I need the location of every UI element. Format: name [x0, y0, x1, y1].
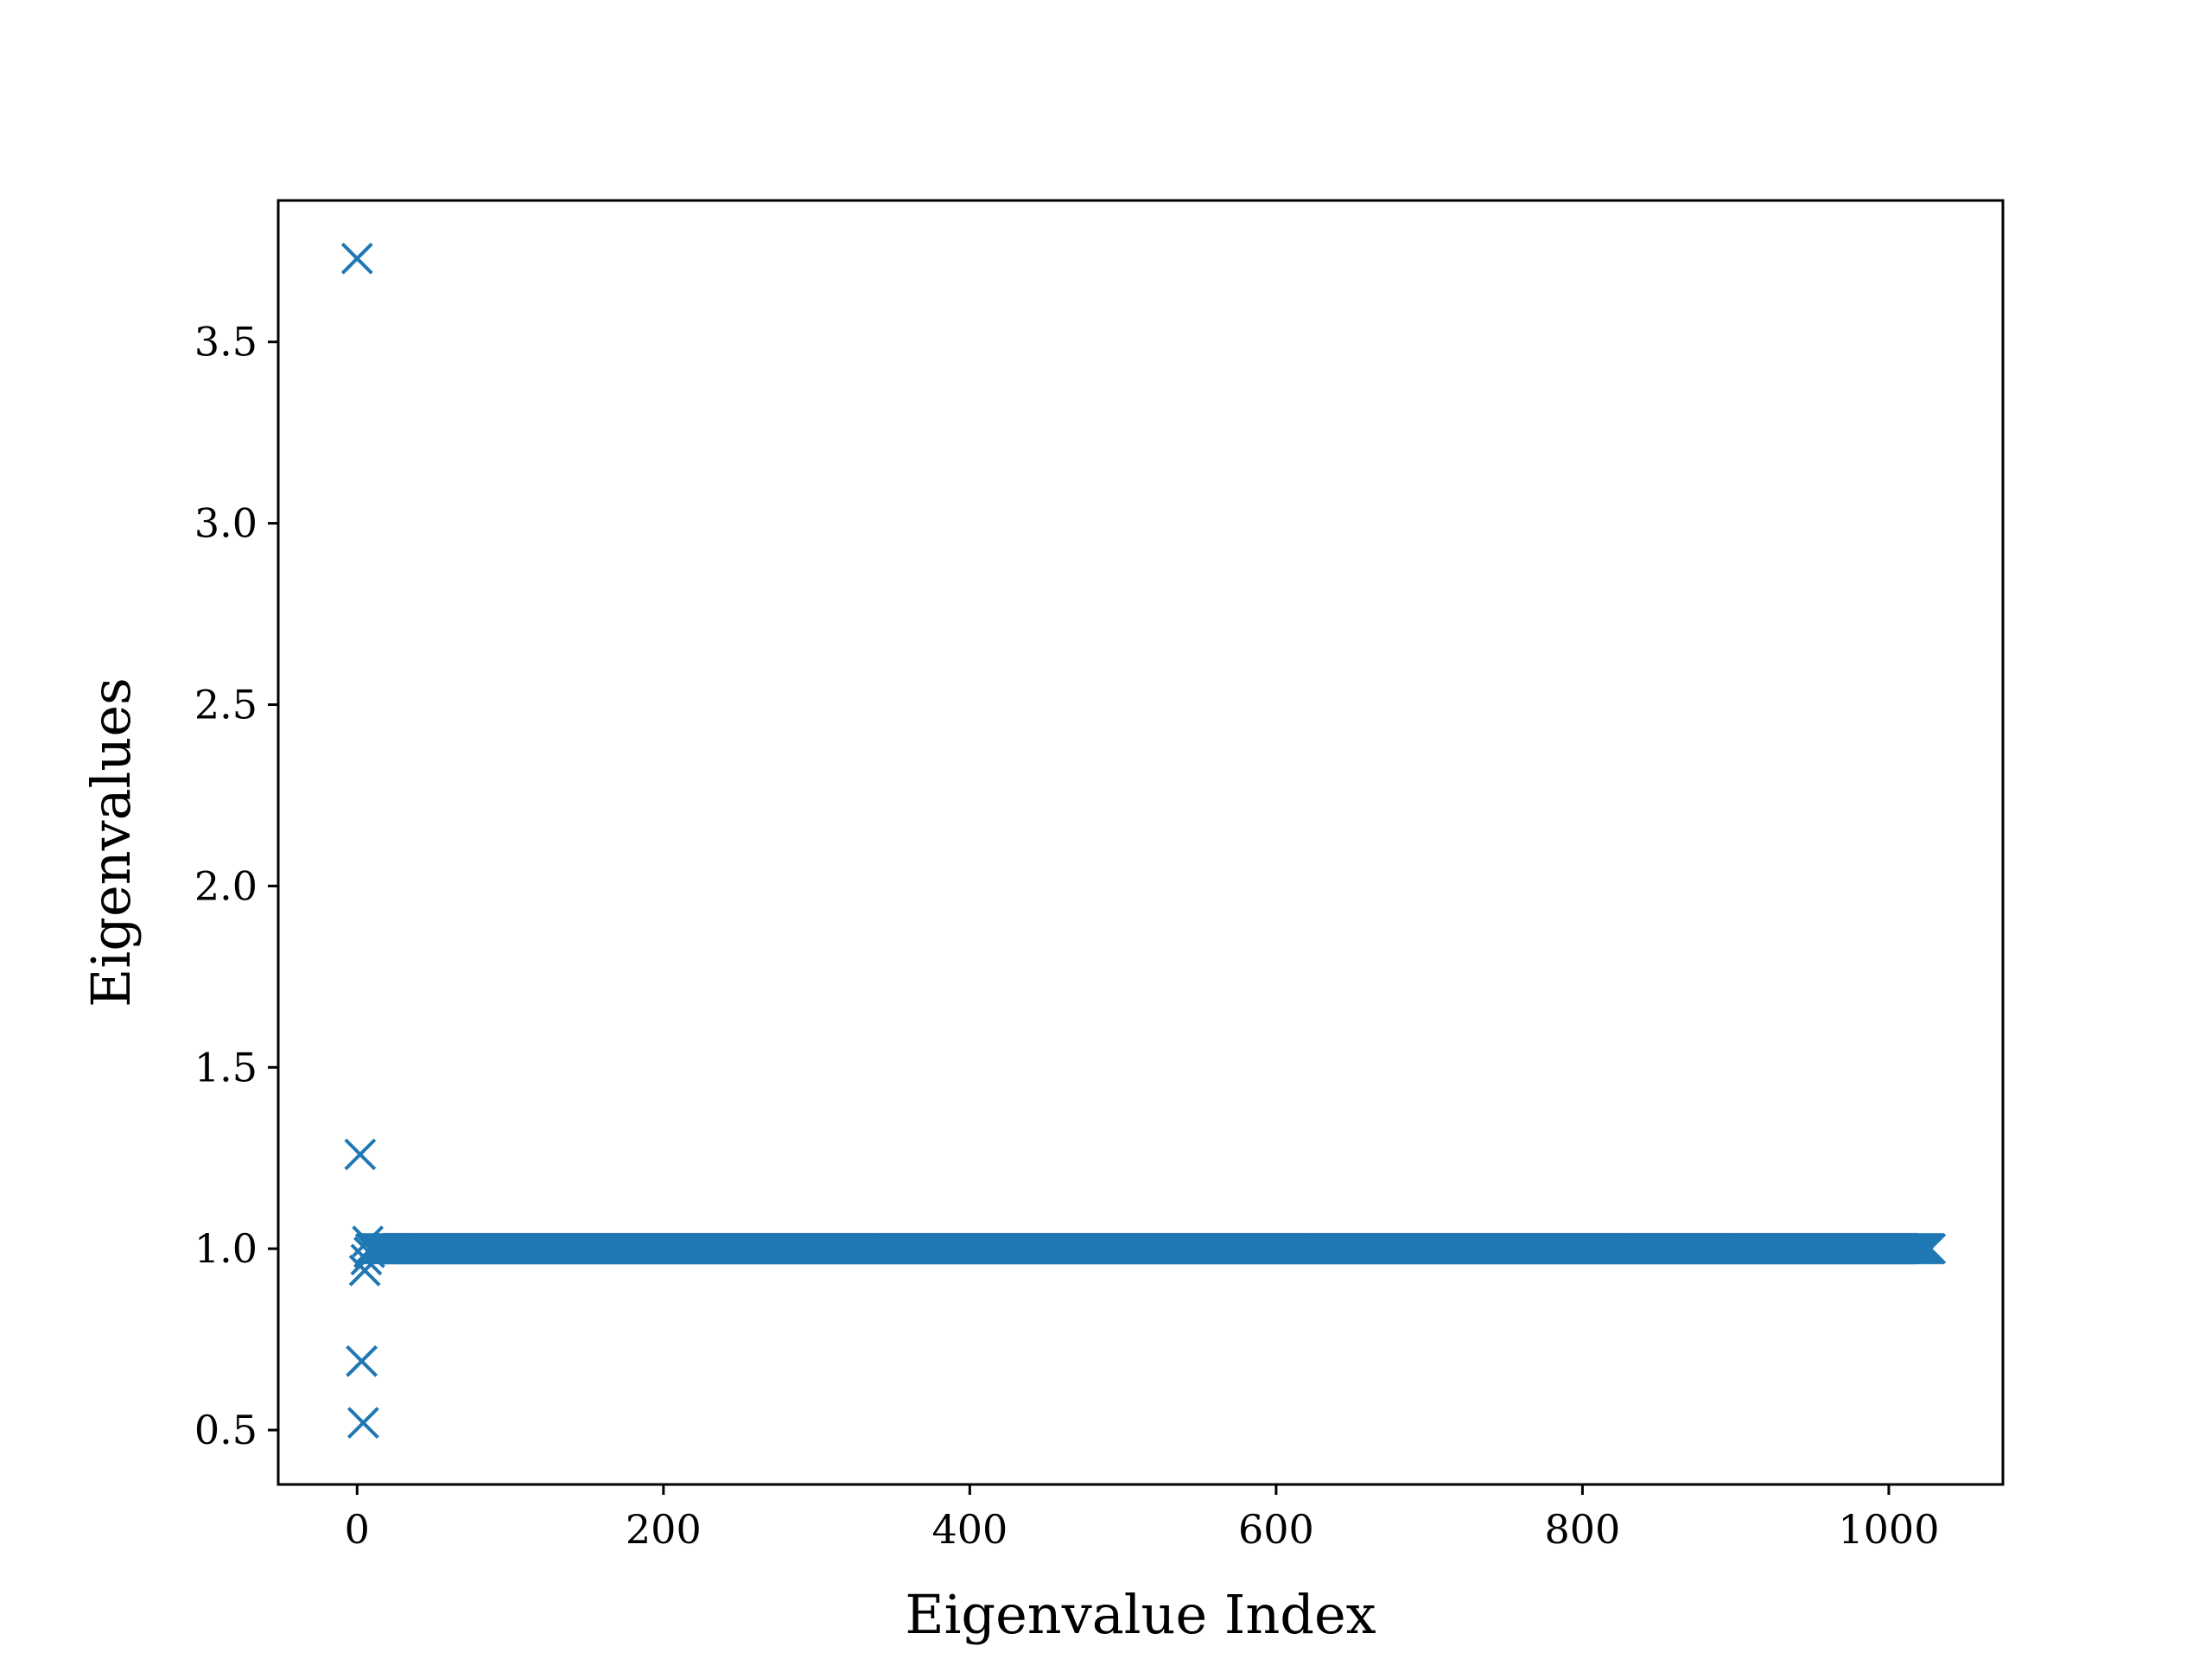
- data-point: [1914, 1232, 1947, 1265]
- data-point-outlier: [344, 1138, 377, 1171]
- x-tick-label: 400: [931, 1506, 1007, 1553]
- x-tick-label: 600: [1238, 1506, 1314, 1553]
- y-tick-label: 3.0: [194, 500, 257, 547]
- y-tick-label: 0.5: [194, 1407, 257, 1453]
- y-tick-label: 3.5: [194, 319, 257, 365]
- plot-frame: [276, 199, 2005, 1486]
- x-axis-label: Eigenvalue Index: [905, 1583, 1376, 1646]
- x-tick-label: 0: [345, 1506, 370, 1553]
- x-tick-label: 1000: [1838, 1506, 1939, 1553]
- x-tick-label: 800: [1545, 1506, 1621, 1553]
- data-point-outlier: [340, 242, 373, 275]
- data-point-outlier: [346, 1407, 379, 1440]
- y-ticks: 0.5 1.0 1.5 2.0 2.5 3.0 3.5: [194, 319, 278, 1453]
- data-point-outlier: [346, 1344, 378, 1377]
- y-tick-label: 1.5: [194, 1044, 257, 1090]
- data-point-outlier: [352, 1225, 385, 1258]
- data-point-outlier: [348, 1254, 381, 1287]
- data-point-outlier: [353, 1236, 385, 1268]
- y-tick-label: 2.5: [194, 681, 257, 728]
- x-tick-label: 200: [626, 1506, 702, 1553]
- y-tick-label: 1.0: [194, 1225, 257, 1272]
- markers-layer: [340, 242, 1947, 1440]
- y-tick-label: 2.0: [194, 862, 257, 909]
- x-ticks: 0 200 400 600 800 1000: [345, 1484, 1939, 1553]
- y-axis-label: Eigenvalues: [79, 677, 143, 1007]
